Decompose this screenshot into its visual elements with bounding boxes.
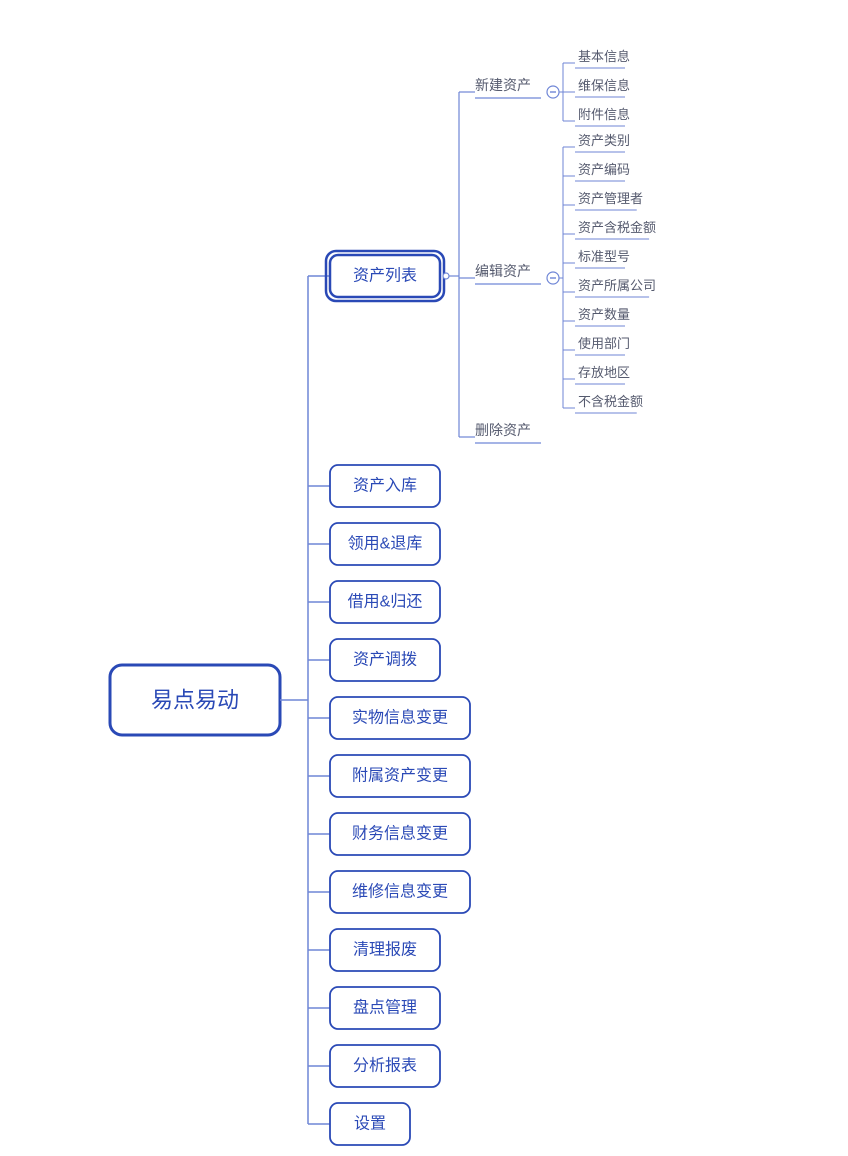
l1-label-inventory: 盘点管理 xyxy=(353,998,417,1017)
l1-label-fin_change: 财务信息变更 xyxy=(352,825,448,843)
l1-label-asset_list: 资产列表 xyxy=(353,267,417,285)
leaf-label-edit-9[interactable]: 不含税金额 xyxy=(578,394,643,409)
leaf-label-edit-1[interactable]: 资产编码 xyxy=(578,162,630,177)
leaf-label-edit-8[interactable]: 存放地区 xyxy=(578,365,630,380)
l1-label-borrow_ret: 借用&归还 xyxy=(348,593,423,611)
leaf-label-edit-4[interactable]: 标准型号 xyxy=(578,249,630,264)
l1-expand-dot[interactable] xyxy=(443,273,449,279)
l1-label-use_return: 领用&退库 xyxy=(348,535,423,553)
l2-label-del_asset[interactable]: 删除资产 xyxy=(475,422,531,438)
l2-label-new_asset[interactable]: 新建资产 xyxy=(475,77,531,93)
l1-label-asset_in: 资产入库 xyxy=(353,477,417,495)
leaf-label-edit-3[interactable]: 资产含税金额 xyxy=(578,220,656,235)
l2-label-edit_asset[interactable]: 编辑资产 xyxy=(475,263,531,279)
leaf-label-new-1[interactable]: 维保信息 xyxy=(578,78,630,93)
l1-label-settings: 设置 xyxy=(354,1115,386,1133)
l1-label-reports: 分析报表 xyxy=(353,1057,417,1075)
l1-label-dispose: 清理报废 xyxy=(353,941,417,959)
l1-label-sub_change: 附属资产变更 xyxy=(352,767,448,785)
l1-label-phys_change: 实物信息变更 xyxy=(352,709,448,727)
root-label: 易点易动 xyxy=(151,688,239,713)
leaf-label-new-2[interactable]: 附件信息 xyxy=(578,107,630,122)
mindmap-svg: 易点易动 资产列表资产入库领用&退库借用&归还资产调拨实物信息变更附属资产变更财务… xyxy=(0,0,848,1156)
leaf-label-edit-7[interactable]: 使用部门 xyxy=(578,336,630,351)
l1-label-allocate: 资产调拨 xyxy=(353,651,417,669)
leaf-label-edit-5[interactable]: 资产所属公司 xyxy=(578,278,656,293)
leaf-label-edit-6[interactable]: 资产数量 xyxy=(578,307,630,322)
leaf-label-edit-2[interactable]: 资产管理者 xyxy=(578,191,643,206)
l1-label-maint_change: 维修信息变更 xyxy=(352,883,448,901)
leaf-label-edit-0[interactable]: 资产类别 xyxy=(578,133,630,148)
leaf-label-new-0[interactable]: 基本信息 xyxy=(578,49,630,64)
